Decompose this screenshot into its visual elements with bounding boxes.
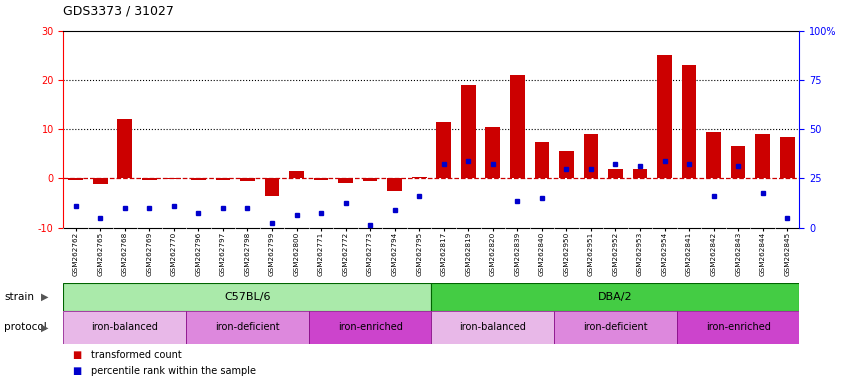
Text: percentile rank within the sample: percentile rank within the sample xyxy=(91,366,255,376)
Bar xyxy=(363,179,377,181)
Text: ▶: ▶ xyxy=(41,322,48,333)
Text: iron-enriched: iron-enriched xyxy=(706,322,771,333)
Text: iron-deficient: iron-deficient xyxy=(215,322,280,333)
Bar xyxy=(554,311,677,344)
Text: GDS3373 / 31027: GDS3373 / 31027 xyxy=(63,4,174,17)
Text: iron-enriched: iron-enriched xyxy=(338,322,403,333)
Bar xyxy=(289,171,304,179)
Text: transformed count: transformed count xyxy=(91,349,181,360)
Bar xyxy=(431,283,799,311)
Bar xyxy=(731,146,745,179)
Bar xyxy=(677,311,799,344)
Bar xyxy=(608,169,623,179)
Text: ■: ■ xyxy=(72,349,81,360)
Bar xyxy=(431,311,554,344)
Bar xyxy=(535,142,549,179)
Bar xyxy=(338,179,353,184)
Bar xyxy=(437,122,451,179)
Bar xyxy=(186,311,309,344)
Text: ▶: ▶ xyxy=(41,292,48,302)
Bar xyxy=(486,127,500,179)
Bar xyxy=(309,311,431,344)
Text: iron-balanced: iron-balanced xyxy=(91,322,158,333)
Bar xyxy=(265,179,279,196)
Bar xyxy=(69,179,83,180)
Bar xyxy=(142,179,157,180)
Bar xyxy=(63,283,431,311)
Bar xyxy=(63,311,186,344)
Text: protocol: protocol xyxy=(4,322,47,333)
Bar xyxy=(559,151,574,179)
Bar xyxy=(191,179,206,180)
Bar xyxy=(314,179,328,180)
Bar xyxy=(216,179,230,180)
Bar xyxy=(461,85,475,179)
Bar xyxy=(240,179,255,181)
Bar xyxy=(93,179,107,184)
Bar xyxy=(706,132,721,179)
Bar xyxy=(412,177,426,179)
Bar xyxy=(657,55,672,179)
Text: DBA/2: DBA/2 xyxy=(598,292,633,302)
Text: strain: strain xyxy=(4,292,34,302)
Text: C57BL/6: C57BL/6 xyxy=(224,292,271,302)
Bar xyxy=(755,134,770,179)
Bar xyxy=(510,75,525,179)
Text: ■: ■ xyxy=(72,366,81,376)
Bar xyxy=(682,65,696,179)
Text: iron-deficient: iron-deficient xyxy=(583,322,648,333)
Bar xyxy=(118,119,132,179)
Bar xyxy=(633,169,647,179)
Text: iron-balanced: iron-balanced xyxy=(459,322,526,333)
Bar xyxy=(387,179,402,191)
Bar xyxy=(780,137,794,179)
Bar xyxy=(584,134,598,179)
